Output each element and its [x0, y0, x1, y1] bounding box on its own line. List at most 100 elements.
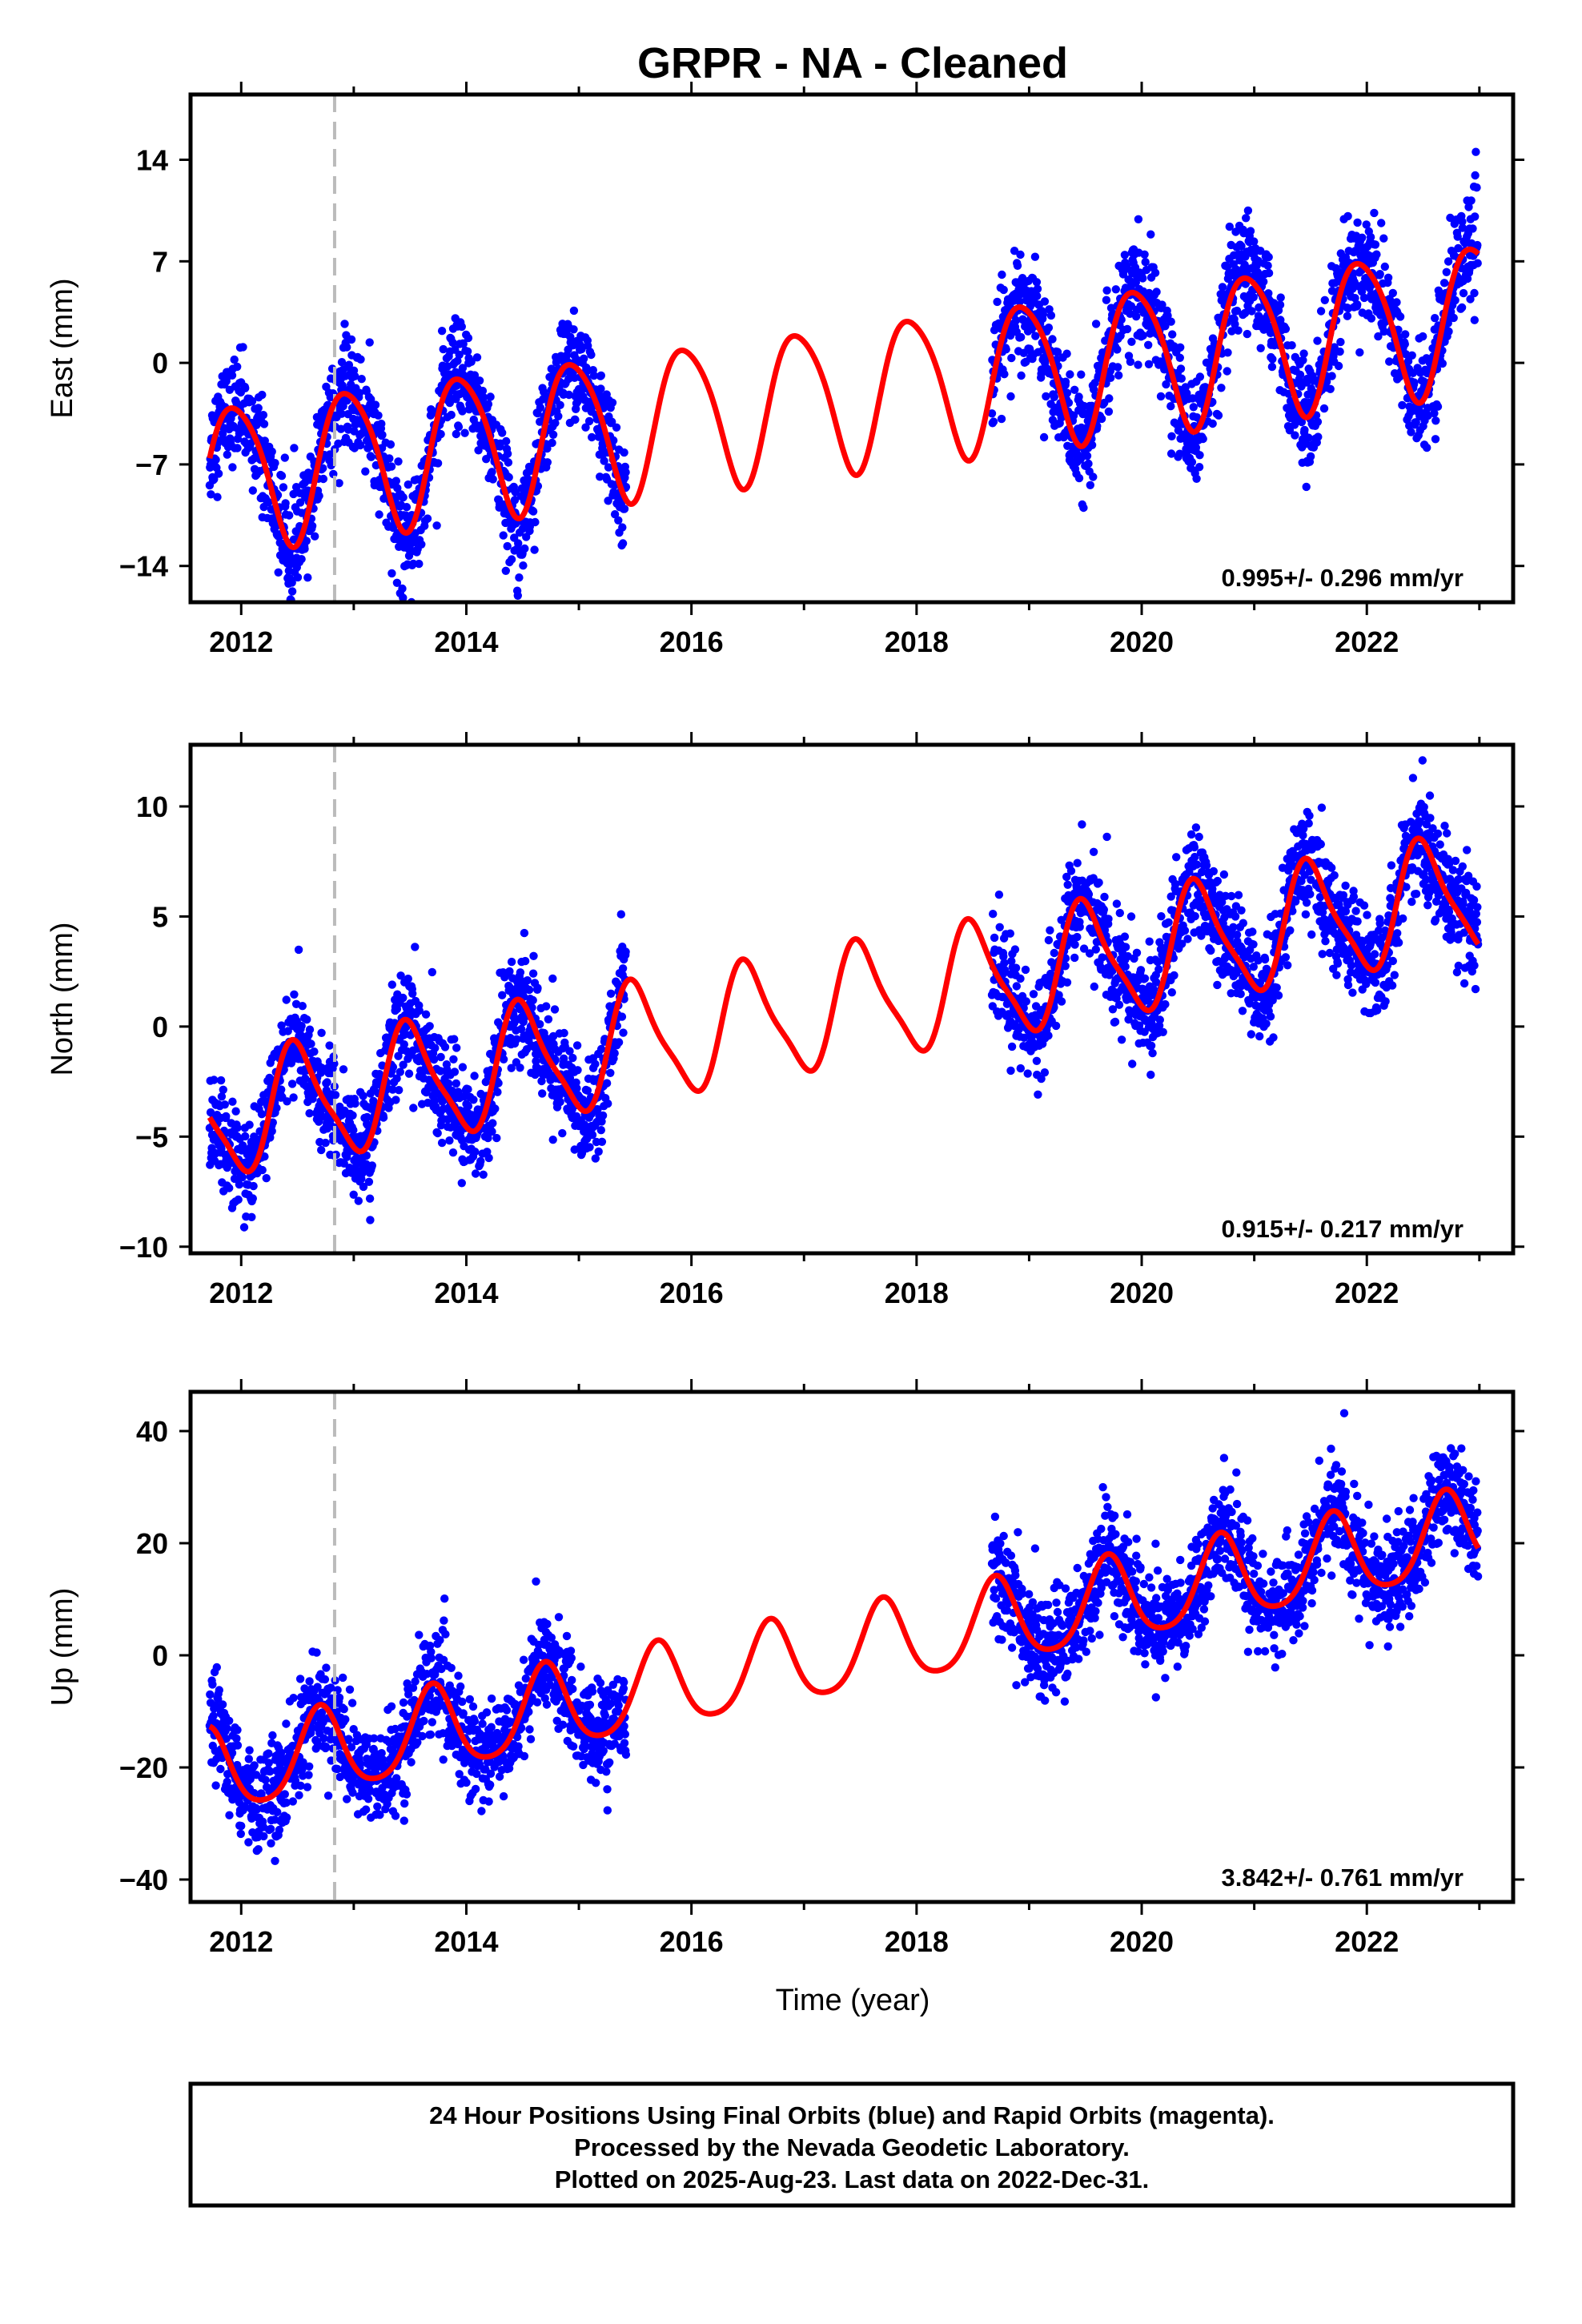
- data-point: [337, 358, 347, 367]
- data-point: [1305, 811, 1314, 820]
- data-point: [1051, 1021, 1061, 1031]
- data-point: [396, 971, 405, 980]
- data-point: [1187, 457, 1197, 467]
- data-point: [211, 455, 220, 464]
- chart-title: GRPR - NA - Cleaned: [637, 39, 1068, 87]
- data-point: [997, 414, 1006, 424]
- data-point: [455, 350, 464, 360]
- data-point: [282, 995, 291, 1004]
- data-point: [1013, 261, 1022, 270]
- data-point: [1398, 400, 1407, 410]
- data-point: [1355, 348, 1364, 357]
- data-point: [1011, 316, 1021, 325]
- data-point: [1108, 1005, 1118, 1014]
- data-point: [1357, 287, 1367, 296]
- y-tick-label: −14: [119, 550, 168, 583]
- data-point: [262, 1174, 271, 1183]
- data-point: [1301, 910, 1311, 919]
- data-point: [608, 398, 617, 407]
- data-point: [436, 429, 445, 439]
- data-point: [542, 1002, 551, 1011]
- data-point: [596, 1126, 605, 1135]
- data-point: [290, 444, 299, 452]
- x-tick-label: 2020: [1110, 625, 1174, 658]
- data-point: [1022, 997, 1031, 1006]
- data-point: [433, 459, 443, 468]
- data-point: [457, 1179, 466, 1188]
- data-point: [999, 285, 1008, 295]
- data-point: [287, 1080, 297, 1088]
- data-point: [1002, 345, 1010, 354]
- data-point: [399, 593, 408, 602]
- data-point: [617, 1012, 627, 1021]
- data-point: [558, 1128, 567, 1138]
- data-point: [568, 1053, 577, 1063]
- data-point: [528, 969, 538, 978]
- data-point: [530, 545, 539, 554]
- data-point: [317, 1145, 326, 1155]
- data-point: [1225, 222, 1235, 231]
- data-point: [528, 995, 537, 1005]
- data-point: [361, 467, 370, 476]
- data-point: [391, 1096, 400, 1104]
- data-point: [1199, 434, 1207, 444]
- data-point: [1331, 279, 1339, 287]
- data-point: [351, 372, 359, 380]
- data-point: [228, 1097, 237, 1106]
- data-point: [317, 1028, 326, 1038]
- data-point: [604, 497, 612, 505]
- data-point: [1061, 962, 1070, 971]
- data-point: [1242, 214, 1251, 223]
- data-point: [1090, 982, 1099, 991]
- data-point: [1209, 866, 1219, 876]
- data-point: [450, 1035, 459, 1043]
- data-point: [1012, 982, 1022, 991]
- data-point: [1121, 943, 1130, 951]
- data-point: [281, 499, 290, 508]
- data-point: [1234, 891, 1243, 899]
- velocity-rate-label: 0.995+/- 0.296 mm/yr: [1222, 564, 1464, 592]
- data-point: [222, 1112, 231, 1121]
- data-point: [1148, 1048, 1157, 1058]
- data-point: [488, 1127, 496, 1136]
- data-point: [1017, 371, 1026, 380]
- data-point: [409, 1104, 418, 1112]
- data-point: [458, 364, 468, 372]
- data-point: [987, 409, 997, 418]
- data-point: [1268, 355, 1277, 364]
- data-point: [219, 1085, 227, 1095]
- data-point: [484, 400, 493, 408]
- data-point: [404, 1069, 414, 1078]
- data-point: [501, 566, 510, 575]
- data-point: [1283, 961, 1292, 970]
- data-point: [1040, 297, 1050, 306]
- data-point: [1299, 356, 1307, 364]
- data-point: [371, 400, 380, 409]
- data-point: [1471, 171, 1480, 180]
- data-point: [1388, 288, 1398, 298]
- data-point: [484, 1153, 493, 1163]
- data-point: [245, 1120, 254, 1129]
- data-point: [459, 340, 468, 348]
- data-point: [612, 423, 621, 432]
- data-point: [1332, 971, 1341, 979]
- data-point: [1094, 878, 1103, 887]
- data-point: [356, 355, 365, 364]
- data-point: [305, 1025, 315, 1034]
- data-point: [1449, 313, 1458, 323]
- data-point: [619, 1028, 628, 1037]
- data-point: [393, 484, 402, 493]
- data-point: [1099, 905, 1109, 915]
- data-point: [231, 1107, 240, 1116]
- data-point: [1032, 1056, 1042, 1066]
- data-point: [287, 578, 296, 587]
- data-point: [604, 1099, 612, 1108]
- data-point: [548, 438, 556, 448]
- data-point: [272, 1104, 281, 1112]
- x-tick-label: 2016: [660, 625, 724, 658]
- data-point: [210, 1076, 219, 1084]
- data-point: [1029, 990, 1038, 999]
- data-point: [439, 344, 448, 354]
- data-point: [1001, 966, 1010, 975]
- data-point: [259, 420, 269, 428]
